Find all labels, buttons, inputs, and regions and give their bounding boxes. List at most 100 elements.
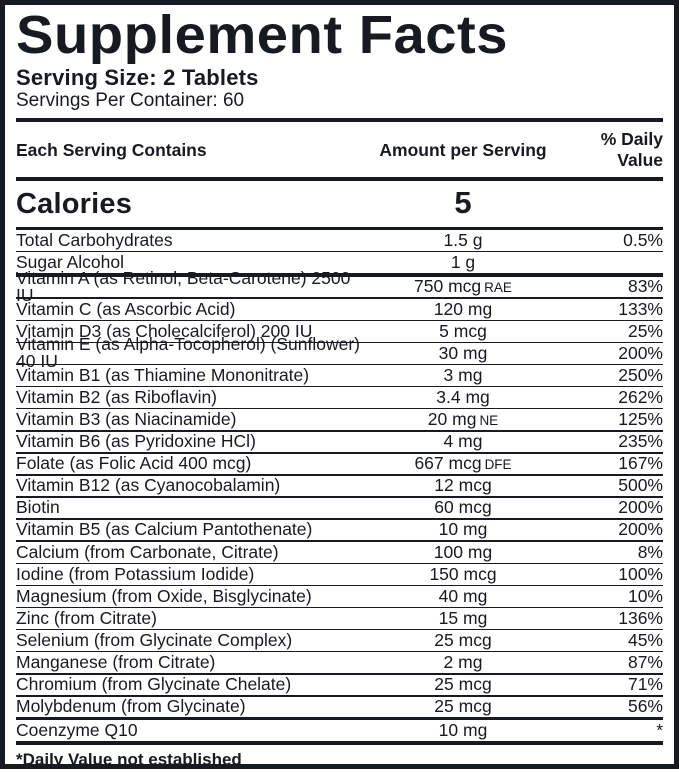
nutrient-amount-value: 1 g <box>450 251 476 272</box>
nutrient-amount-value: 20 mg <box>427 408 477 429</box>
column-header-contains: Each Serving Contains <box>16 139 207 160</box>
nutrient-amount-value: 30 mg <box>438 342 488 363</box>
nutrient-daily-value: 133% <box>618 298 663 319</box>
nutrient-row: Molybdenum (from Glycinate) 25 mcg 56% <box>16 697 663 718</box>
nutrient-row: Manganese (from Citrate) 2 mg 87% <box>16 652 663 673</box>
nutrient-amount: 150 mcg <box>363 563 563 584</box>
nutrient-amount-suffix: DFE <box>484 457 512 473</box>
nutrient-amount: 20 mg NE <box>363 408 563 429</box>
nutrient-amount-value: 120 mg <box>433 298 493 319</box>
nutrient-name: Vitamin E (as Alpha-Tocopherol) (Sunflow… <box>16 333 361 372</box>
nutrient-name: Sugar Alcohol <box>16 251 124 272</box>
nutrient-daily-value: 167% <box>618 453 663 474</box>
row-separator <box>16 452 663 454</box>
nutrient-daily-value: 136% <box>618 607 663 628</box>
nutrient-name: Biotin <box>16 497 60 518</box>
nutrient-row: Magnesium (from Oxide, Bisglycinate) 40 m… <box>16 586 663 607</box>
row-separator <box>16 562 663 565</box>
nutrient-amount-value: 15 mg <box>438 607 488 628</box>
nutrient-row: Total Carbohydrates 1.5 g 0.5% <box>16 230 663 251</box>
nutrient-row: Coenzyme Q10 10 mg * <box>16 720 663 741</box>
column-header-amount: Amount per Serving <box>379 139 547 160</box>
nutrient-amount: 750 mcg RAE <box>363 278 563 296</box>
row-separator <box>16 540 663 542</box>
nutrient-amount: 10 mg <box>363 719 563 740</box>
nutrient-name: Total Carbohydrates <box>16 229 173 250</box>
nutrient-daily-value: 83% <box>627 276 663 297</box>
nutrient-row: Vitamin C (as Ascorbic Acid) 120 mg 133% <box>16 299 663 320</box>
nutrient-amount: 667 mcg DFE <box>363 453 563 474</box>
nutrient-amount-value: 3.4 mg <box>436 386 490 407</box>
calories-label: Calories <box>16 188 133 221</box>
nutrient-name: Vitamin B2 (as Riboflavin) <box>16 386 218 407</box>
row-separator <box>16 297 663 299</box>
nutrient-amount-suffix: NE <box>479 412 499 428</box>
nutrient-row: Zinc (from Citrate) 15 mg 136% <box>16 608 663 629</box>
nutrient-daily-value: 250% <box>618 364 663 385</box>
nutrient-amount: 120 mg <box>363 298 563 319</box>
nutrient-amount-value: 10 mg <box>438 519 488 540</box>
row-separator <box>16 341 663 344</box>
nutrient-amount-value: 10 mg <box>438 719 488 740</box>
nutrient-amount-value: 667 mcg <box>414 453 482 474</box>
nutrient-amount-value: 25 mcg <box>434 696 492 717</box>
nutrient-amount: 15 mg <box>363 607 563 628</box>
servings-per-container: Servings Per Container: 60 <box>16 90 245 112</box>
nutrient-amount: 1 g <box>363 251 563 272</box>
nutrient-amount: 100 mg <box>363 541 563 562</box>
nutrient-name: Manganese (from Citrate) <box>16 652 216 672</box>
nutrient-amount: 4 mg <box>363 431 563 452</box>
nutrient-name: Selenium (from Glycinate Complex) <box>16 629 293 650</box>
nutrient-amount-value: 40 mg <box>438 585 488 606</box>
nutrient-daily-value: 25% <box>627 320 663 341</box>
nutrient-amount-suffix: RAE <box>484 280 512 296</box>
nutrient-name: Magnesium (from Oxide, Bisglycinate) <box>16 585 312 606</box>
nutrient-amount: 60 mcg <box>363 499 563 517</box>
nutrient-amount-value: 2 mg <box>443 652 483 672</box>
nutrient-name: Vitamin B6 (as Pyridoxine HCl) <box>16 431 256 452</box>
nutrient-amount: 25 mcg <box>363 696 563 717</box>
nutrient-amount-value: 750 mcg <box>414 276 482 297</box>
nutrient-name: Vitamin A (as Retinol, Beta-Carotene) 25… <box>16 267 351 306</box>
panel-title: Supplement Facts <box>16 5 509 65</box>
divider-calories-medium <box>16 227 663 231</box>
nutrient-amount-value: 100 mg <box>433 541 493 562</box>
column-header-daily-value: % Daily Value <box>600 129 663 171</box>
nutrient-amount-value: 3 mg <box>443 364 483 385</box>
nutrient-daily-value: 0.5% <box>623 229 663 250</box>
nutrient-name: Vitamin B1 (as Thiamine Mononitrate) <box>16 364 310 385</box>
column-header-row: Each Serving Contains Amount per Serving… <box>16 122 663 177</box>
row-separator <box>16 695 663 697</box>
nutrient-amount-value: 150 mcg <box>429 563 497 584</box>
nutrient-amount: 25 mcg <box>363 631 563 650</box>
divider-top-thick <box>16 118 663 123</box>
row-separator <box>16 407 663 410</box>
nutrient-amount: 1.5 g <box>363 231 563 250</box>
nutrient-amount: 2 mg <box>363 652 563 672</box>
nutrient-daily-value: 56% <box>627 696 663 717</box>
nutrient-row: Vitamin A (as Retinol, Beta-Carotene) 25… <box>16 269 663 304</box>
row-separator <box>16 430 663 432</box>
nutrient-amount: 25 mcg <box>363 675 563 694</box>
nutrient-row: Selenium (from Glycinate Complex) 25 mcg 4… <box>16 630 663 651</box>
nutrient-daily-value: 10% <box>627 585 663 606</box>
nutrient-amount-value: 12 mcg <box>434 475 492 496</box>
nutrient-amount-value: 5 mcg <box>439 320 487 341</box>
row-separator <box>16 584 663 587</box>
nutrient-name: Molybdenum (from Glycinate) <box>16 696 246 717</box>
row-separator <box>16 606 663 609</box>
row-separator <box>16 319 663 322</box>
nutrient-daily-value: 8% <box>637 541 663 562</box>
row-separator <box>16 650 663 653</box>
nutrient-daily-value: 500% <box>618 475 663 496</box>
nutrient-name: Zinc (from Citrate) <box>16 607 157 628</box>
nutrient-daily-value: 235% <box>618 431 663 452</box>
nutrient-daily-value: 200% <box>618 497 663 518</box>
row-separator <box>16 628 663 631</box>
nutrient-row: Folate (as Folic Acid 400 mcg) 667 mcg DFE… <box>16 454 663 475</box>
nutrient-amount: 3.4 mg <box>363 386 563 407</box>
nutrient-name: Chromium (from Glycinate Chelate) <box>16 674 292 695</box>
nutrient-amount-value: 4 mg <box>443 431 483 452</box>
nutrient-row: Iodine (from Potassium Iodide) 150 mcg 100… <box>16 564 663 585</box>
